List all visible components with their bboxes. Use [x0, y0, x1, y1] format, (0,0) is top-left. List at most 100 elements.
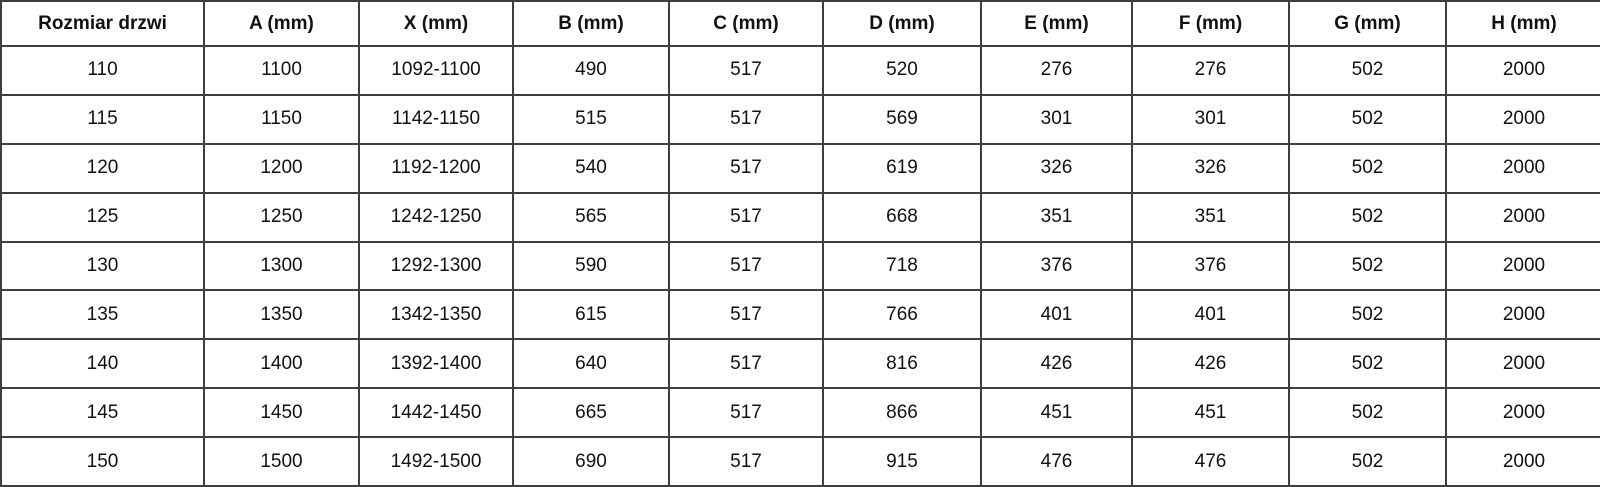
column-header: C (mm)	[669, 1, 823, 46]
table-row: 125 1250 1242-1250 565 517 668 351 351 502 2000	[1, 192, 1600, 242]
table-cell: 150	[1, 437, 204, 486]
table-cell: 2000	[1446, 46, 1600, 95]
table-cell: 866	[823, 388, 981, 437]
table-cell: 502	[1289, 339, 1446, 389]
table-cell: 1450	[204, 388, 359, 437]
table-cell: 2000	[1446, 143, 1600, 193]
table-cell: 565	[513, 192, 669, 242]
table-row: 135 1350 1342-1350 615 517 766 401 401 502 2000	[1, 290, 1600, 340]
table-row: 130 1300 1292-1300 590 517 718 376 376 502 2000	[1, 241, 1600, 291]
table-cell: 718	[823, 241, 981, 291]
table-cell: 1400	[204, 339, 359, 389]
table-cell: 1392-1400	[359, 339, 513, 389]
table-cell: 569	[823, 94, 981, 144]
table-cell: 1350	[204, 290, 359, 340]
table-cell: 2000	[1446, 437, 1600, 486]
column-header: D (mm)	[823, 1, 981, 46]
column-header: X (mm)	[359, 1, 513, 46]
table-cell: 130	[1, 241, 204, 291]
table-cell: 502	[1289, 241, 1446, 291]
table-cell: 2000	[1446, 94, 1600, 144]
table-cell: 1150	[204, 94, 359, 144]
table-cell: 590	[513, 241, 669, 291]
table-cell: 502	[1289, 46, 1446, 95]
table-cell: 517	[669, 388, 823, 437]
table-cell: 1200	[204, 143, 359, 193]
table-cell: 816	[823, 339, 981, 389]
table-cell: 1092-1100	[359, 46, 513, 95]
table-cell: 276	[1132, 46, 1289, 95]
table-cell: 301	[981, 94, 1132, 144]
table-cell: 476	[1132, 437, 1289, 486]
table-cell: 1142-1150	[359, 94, 513, 144]
table-cell: 502	[1289, 143, 1446, 193]
column-header: A (mm)	[204, 1, 359, 46]
table-cell: 1492-1500	[359, 437, 513, 486]
table-cell: 351	[981, 192, 1132, 242]
table-cell: 766	[823, 290, 981, 340]
table-cell: 915	[823, 437, 981, 486]
header-row: Rozmiar drzwi A (mm) X (mm) B (mm) C (mm) D (…	[1, 1, 1600, 46]
table-cell: 490	[513, 46, 669, 95]
table-cell: 517	[669, 143, 823, 193]
table-cell: 1300	[204, 241, 359, 291]
table-cell: 520	[823, 46, 981, 95]
table-cell: 426	[1132, 339, 1289, 389]
table-cell: 326	[1132, 143, 1289, 193]
table-cell: 1100	[204, 46, 359, 95]
table-cell: 517	[669, 241, 823, 291]
table-cell: 2000	[1446, 241, 1600, 291]
column-header: B (mm)	[513, 1, 669, 46]
table-cell: 517	[669, 290, 823, 340]
table-cell: 145	[1, 388, 204, 437]
column-header: G (mm)	[1289, 1, 1446, 46]
table-cell: 276	[981, 46, 1132, 95]
table-cell: 426	[981, 339, 1132, 389]
table-cell: 665	[513, 388, 669, 437]
table-row: 120 1200 1192-1200 540 517 619 326 326 502 2000	[1, 143, 1600, 193]
table-cell: 690	[513, 437, 669, 486]
table-cell: 401	[981, 290, 1132, 340]
table-cell: 2000	[1446, 339, 1600, 389]
table-cell: 2000	[1446, 192, 1600, 242]
table-cell: 110	[1, 46, 204, 95]
table-cell: 1292-1300	[359, 241, 513, 291]
table-cell: 502	[1289, 290, 1446, 340]
table-cell: 517	[669, 46, 823, 95]
table-row: 115 1150 1142-1150 515 517 569 301 301 502 2000	[1, 94, 1600, 144]
table-cell: 120	[1, 143, 204, 193]
column-header: Rozmiar drzwi	[1, 1, 204, 46]
table-cell: 476	[981, 437, 1132, 486]
table-cell: 376	[981, 241, 1132, 291]
table-row: 150 1500 1492-1500 690 517 915 476 476 502 2000	[1, 437, 1600, 486]
table-cell: 502	[1289, 388, 1446, 437]
table-cell: 1242-1250	[359, 192, 513, 242]
table-cell: 1442-1450	[359, 388, 513, 437]
table-cell: 517	[669, 437, 823, 486]
column-header: E (mm)	[981, 1, 1132, 46]
table-cell: 351	[1132, 192, 1289, 242]
table-cell: 326	[981, 143, 1132, 193]
table-cell: 517	[669, 192, 823, 242]
table-cell: 125	[1, 192, 204, 242]
table-cell: 540	[513, 143, 669, 193]
table-cell: 1342-1350	[359, 290, 513, 340]
column-header: H (mm)	[1446, 1, 1600, 46]
table-row: 110 1100 1092-1100 490 517 520 276 276 502 2000	[1, 46, 1600, 95]
table-row: 145 1450 1442-1450 665 517 866 451 451 502 2000	[1, 388, 1600, 437]
table-cell: 668	[823, 192, 981, 242]
table-cell: 451	[1132, 388, 1289, 437]
table-cell: 115	[1, 94, 204, 144]
table-row: 140 1400 1392-1400 640 517 816 426 426 502 2000	[1, 339, 1600, 389]
table-cell: 1192-1200	[359, 143, 513, 193]
table-cell: 517	[669, 94, 823, 144]
table-cell: 640	[513, 339, 669, 389]
table-cell: 615	[513, 290, 669, 340]
table-cell: 451	[981, 388, 1132, 437]
table-cell: 135	[1, 290, 204, 340]
table-cell: 502	[1289, 94, 1446, 144]
table-cell: 401	[1132, 290, 1289, 340]
column-header: F (mm)	[1132, 1, 1289, 46]
table-cell: 2000	[1446, 290, 1600, 340]
